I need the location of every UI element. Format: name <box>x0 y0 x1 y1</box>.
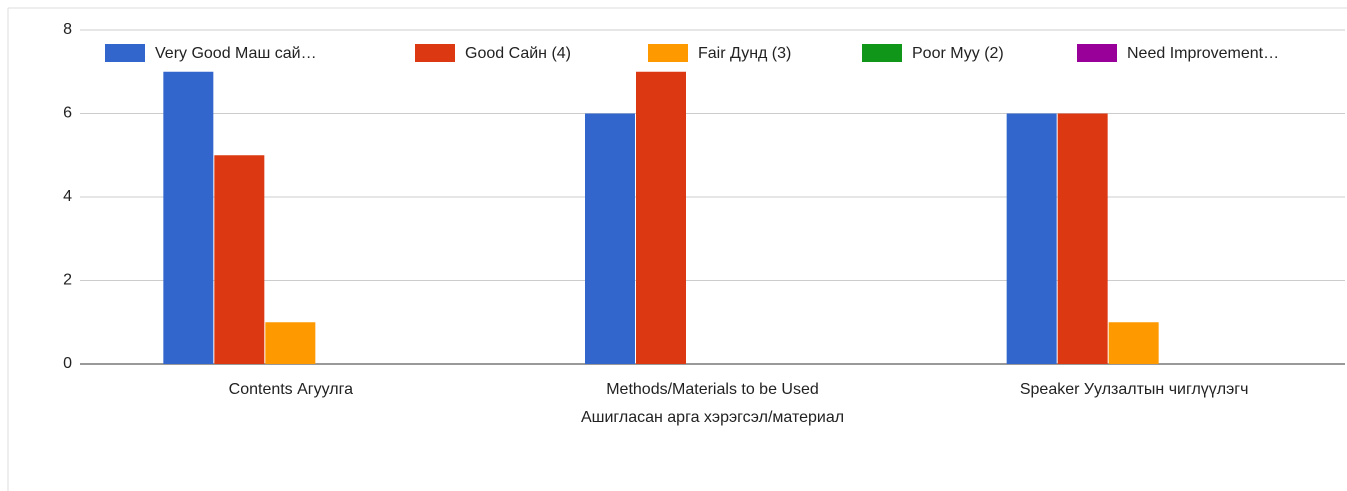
y-tick-label: 8 <box>63 21 72 38</box>
legend-label: Need Improvement… <box>1127 45 1279 62</box>
legend-swatch <box>862 44 902 62</box>
bar <box>636 71 686 364</box>
legend-swatch <box>648 44 688 62</box>
legend-label: Fair Дунд (3) <box>698 45 791 62</box>
y-tick-label: 4 <box>63 188 72 205</box>
legend-swatch <box>1077 44 1117 62</box>
legend-label: Good Сайн (4) <box>465 45 571 62</box>
x-tick-label: Contents Агуулга <box>229 381 353 398</box>
bar <box>585 113 635 364</box>
legend-swatch <box>415 44 455 62</box>
bar <box>1108 322 1159 364</box>
legend-label: Poor Муу (2) <box>912 45 1004 62</box>
legend-swatch <box>105 44 145 62</box>
x-tick-label: Speaker Уулзалтын чиглүүлэгч <box>1020 381 1249 398</box>
x-tick-label: Methods/Materials to be Used Ашигласан ар… <box>581 381 844 426</box>
y-tick-label: 0 <box>63 355 72 372</box>
bar <box>163 71 214 364</box>
y-tick-label: 6 <box>63 105 72 122</box>
legend: Very Good Маш сай… Good Сайн (4) Fair Дунд… <box>105 44 1279 62</box>
y-tick-label: 2 <box>63 272 72 289</box>
bar <box>1057 113 1108 364</box>
bar <box>1006 113 1057 364</box>
legend-label: Very Good Маш сай… <box>155 45 317 62</box>
bar <box>214 155 265 364</box>
bar <box>265 322 316 364</box>
